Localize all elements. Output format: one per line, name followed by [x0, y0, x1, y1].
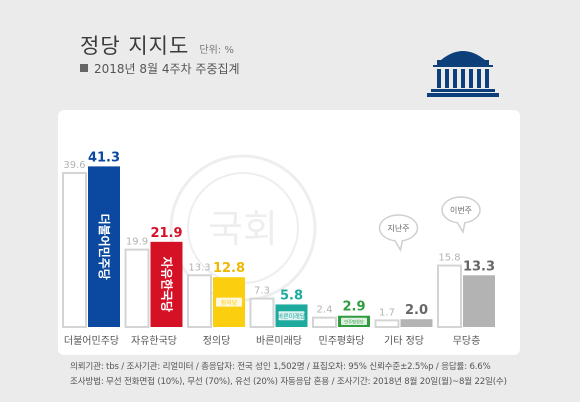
category-label: 바른미래당: [256, 335, 302, 347]
current-value-label: 21.9: [150, 226, 182, 241]
prev-bar: [374, 319, 400, 328]
svg-text:국회: 국회: [208, 207, 278, 251]
prev-value-label: 13.3: [188, 262, 210, 273]
party-logo-label: 더불어민주당: [97, 214, 112, 280]
prev-bar: [249, 297, 275, 329]
prev-bar: [187, 274, 212, 328]
footnote-line-1: 의뢰기관: tbs / 조사기관: 리얼미터 / 총응답자: 전국 성인 1,5…: [70, 362, 491, 372]
prev-bar: [62, 172, 87, 328]
national-assembly-icon: [427, 51, 499, 97]
current-bar: [150, 241, 183, 327]
category-label: 민주평화당: [319, 335, 365, 347]
unit-label: 단위: %: [199, 45, 234, 56]
chart-header: 정당 지지도 단위: %: [80, 30, 234, 60]
chart-subtitle: 2018년 8월 4주차 주중집계: [80, 60, 240, 77]
bar-chart: 국회39.641.3더불어민주당더불어민주당19.921.9자유한국당자유한국당…: [62, 150, 495, 347]
current-value-label: 5.8: [280, 288, 303, 303]
current-bar: [88, 166, 120, 327]
prev-value-label: 39.6: [63, 160, 85, 171]
current-value-label: 12.8: [213, 261, 245, 276]
prev-bar: [437, 264, 462, 328]
footnote-line-2: 조사방법: 무선 전화면접 (10%), 무선 (70%), 유선 (20%) …: [70, 377, 507, 387]
current-value-label: 2.0: [405, 303, 428, 318]
category-label: 무당층: [453, 335, 481, 347]
party-logo-label: 자유한국당: [159, 257, 174, 312]
party-logo-chip: [278, 311, 305, 321]
subtitle-text: 2018년 8월 4주차 주중집계: [94, 62, 240, 76]
chart-panel: 국회 39.6 41.3 더불어민주당 더불어민주당 19.9 21.9 자유한국당 자유한국당…: [58, 110, 520, 355]
current-value-label: 13.3: [463, 259, 495, 274]
category-label: 자유한국당: [131, 335, 177, 347]
speech-bubble-text: 이번주: [450, 205, 472, 215]
prev-value-label: 7.3: [254, 286, 270, 297]
category-label: 기타 정당: [384, 335, 424, 347]
party-logo-label: 민주평화당: [344, 319, 364, 326]
current-value-label: 41.3: [88, 150, 120, 165]
prev-bar: [124, 248, 150, 328]
survey-footnote: 의뢰기관: tbs / 조사기관: 리얼미터 / 총응답자: 전국 성인 1,5…: [70, 360, 507, 390]
party-logo-chip: [216, 297, 242, 307]
current-bar: [463, 275, 495, 327]
prev-value-label: 19.9: [126, 237, 148, 248]
speech-bubble-text: 지난주: [387, 224, 409, 233]
prev-value-label: 15.8: [438, 253, 460, 264]
current-value-label: 2.9: [342, 300, 365, 315]
party-logo-label: 정의당: [221, 299, 238, 307]
category-label: 정의당: [203, 335, 231, 347]
prev-bar: [312, 316, 337, 329]
speech-bubble-tail: [393, 239, 404, 253]
current-bar: [400, 319, 433, 327]
prev-value-label: 1.7: [379, 307, 395, 318]
square-bullet-icon: [80, 64, 88, 72]
chart-title: 정당 지지도: [80, 34, 190, 58]
category-label: 더불어민주당: [64, 335, 119, 347]
party-logo-chip: [341, 317, 367, 325]
speech-bubble-tail: [456, 221, 466, 235]
party-logo-label: 바른미래당: [278, 313, 306, 321]
prev-value-label: 2.4: [317, 305, 333, 316]
